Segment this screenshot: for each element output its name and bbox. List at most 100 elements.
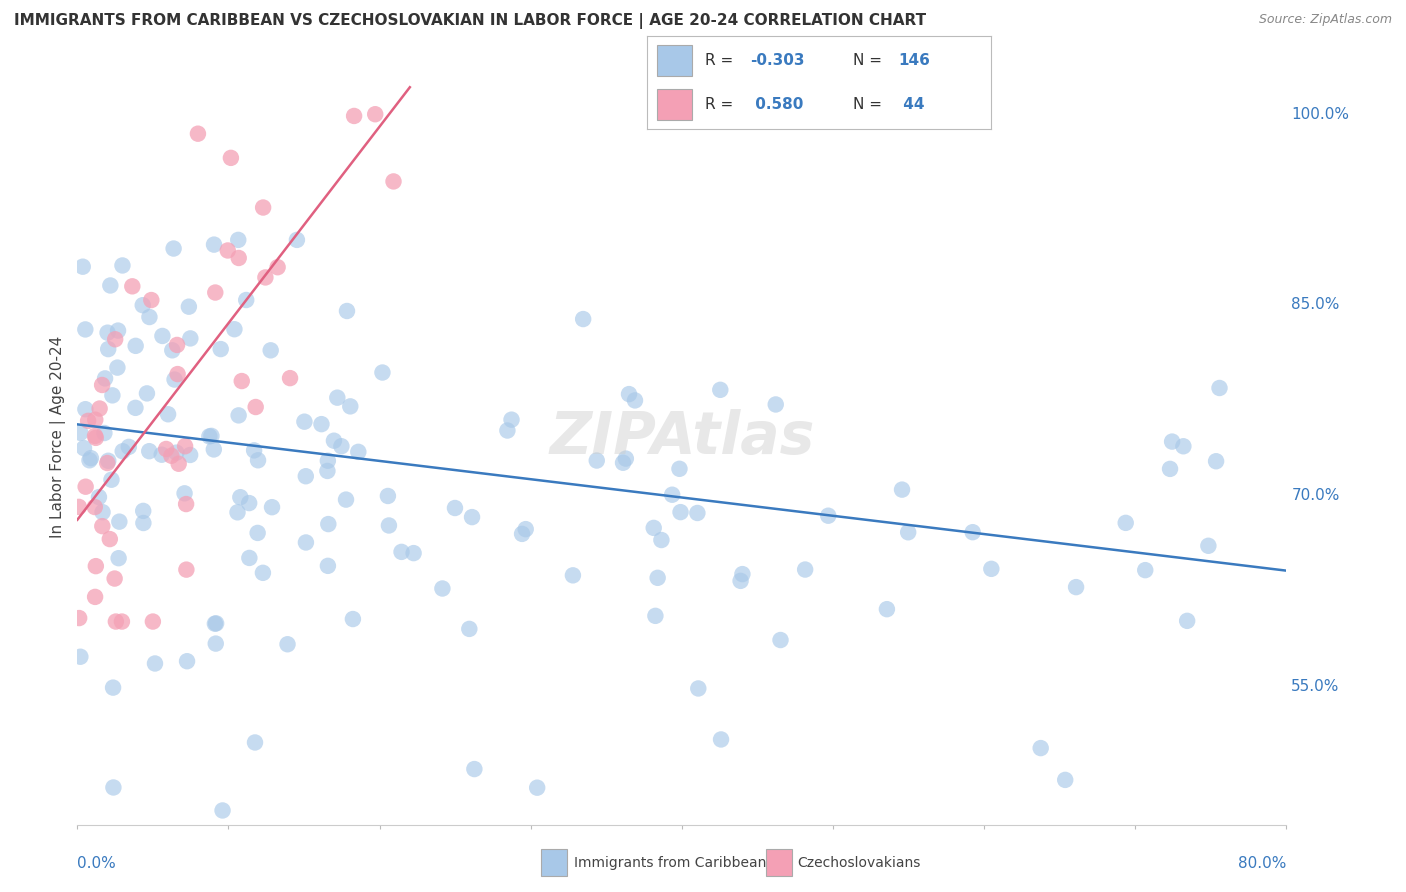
Point	[962, 525, 984, 540]
Point	[661, 488, 683, 502]
Point	[69, 425, 91, 440]
Point	[107, 360, 129, 375]
Point	[176, 654, 198, 668]
Point	[124, 401, 146, 415]
Point	[91, 519, 114, 533]
Point	[1029, 741, 1052, 756]
Point	[278, 371, 301, 385]
Point	[614, 451, 637, 466]
Point	[391, 545, 413, 559]
Point	[1173, 439, 1195, 453]
Point	[75, 402, 97, 417]
Point	[330, 439, 353, 453]
Point	[104, 572, 127, 586]
Point	[245, 400, 267, 414]
Point	[402, 546, 425, 560]
Point	[238, 550, 260, 565]
Point	[243, 443, 266, 458]
Point	[463, 762, 485, 776]
Point	[152, 329, 174, 343]
Point	[624, 393, 647, 408]
Point	[211, 804, 233, 818]
Text: R =: R =	[706, 53, 734, 68]
Text: IMMIGRANTS FROM CARIBBEAN VS CZECHOSLOVAKIAN IN LABOR FORCE | AGE 20-24 CORRELAT: IMMIGRANTS FROM CARIBBEAN VS CZECHOSLOVA…	[14, 13, 927, 29]
Point	[730, 574, 752, 588]
Point	[377, 489, 399, 503]
Point	[228, 409, 250, 423]
Point	[765, 397, 787, 411]
Point	[252, 201, 274, 215]
Point	[141, 293, 163, 307]
Point	[510, 527, 533, 541]
Point	[94, 371, 117, 385]
Point	[83, 500, 105, 514]
Point	[311, 417, 333, 431]
Point	[179, 331, 201, 345]
Point	[111, 259, 134, 273]
Point	[162, 242, 184, 256]
Point	[347, 445, 370, 459]
Point	[67, 500, 90, 514]
Point	[224, 322, 246, 336]
Point	[260, 343, 283, 358]
Point	[205, 616, 228, 631]
Point	[561, 568, 583, 582]
Point	[204, 285, 226, 300]
Point	[132, 516, 155, 530]
Point	[318, 517, 340, 532]
Point	[461, 510, 484, 524]
Point	[1175, 614, 1198, 628]
Point	[709, 383, 731, 397]
Point	[167, 457, 190, 471]
Point	[165, 445, 187, 459]
Point	[69, 649, 91, 664]
Point	[150, 448, 173, 462]
Point	[339, 400, 361, 414]
Point	[179, 448, 201, 462]
Point	[769, 633, 792, 648]
Point	[67, 611, 90, 625]
Point	[342, 612, 364, 626]
Point	[669, 505, 692, 519]
Point	[335, 492, 357, 507]
Point	[138, 310, 160, 324]
Point	[501, 412, 523, 426]
Point	[107, 324, 129, 338]
Text: 44: 44	[898, 96, 925, 112]
Point	[1197, 539, 1219, 553]
Point	[84, 559, 107, 574]
Point	[174, 439, 197, 453]
Point	[226, 505, 249, 519]
Point	[668, 462, 690, 476]
Point	[617, 387, 640, 401]
Point	[98, 532, 121, 546]
Point	[101, 681, 124, 695]
Point	[1054, 772, 1077, 787]
Point	[526, 780, 548, 795]
Point	[84, 431, 107, 445]
Point	[142, 615, 165, 629]
Point	[336, 304, 359, 318]
Point	[204, 637, 226, 651]
Point	[75, 322, 97, 336]
Point	[162, 343, 184, 358]
Point	[121, 279, 143, 293]
Point	[295, 535, 318, 549]
Point	[217, 244, 239, 258]
Point	[111, 615, 134, 629]
Point	[157, 407, 180, 421]
Text: 0.0%: 0.0%	[77, 855, 117, 871]
Point	[91, 505, 114, 519]
Point	[155, 442, 177, 456]
Point	[1064, 580, 1087, 594]
Point	[382, 174, 405, 188]
Point	[87, 490, 110, 504]
Point	[710, 732, 733, 747]
Point	[84, 429, 107, 443]
Point	[458, 622, 481, 636]
Point	[96, 456, 118, 470]
Point	[316, 558, 339, 573]
Point	[644, 608, 666, 623]
Point	[173, 486, 195, 500]
Point	[294, 469, 316, 483]
